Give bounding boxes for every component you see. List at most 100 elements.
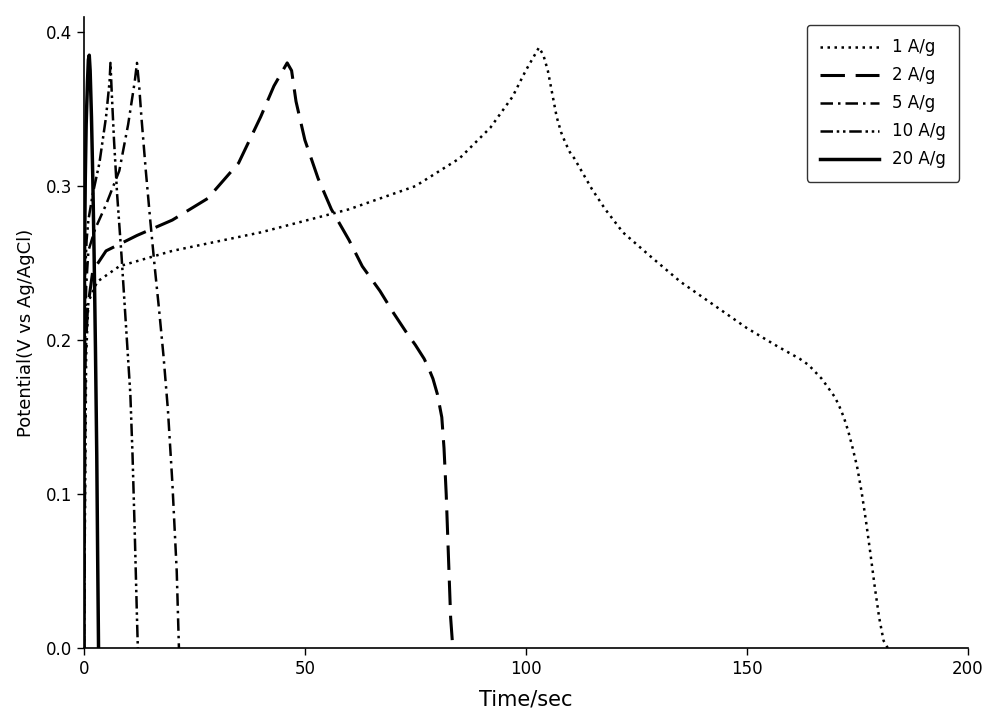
10 A/g xyxy=(131,613,143,622)
10 A/g xyxy=(78,351,90,360)
1 A/g xyxy=(559,139,571,147)
5 A/g xyxy=(157,351,169,360)
10 A/g xyxy=(100,113,112,121)
Line: 20 A/g: 20 A/g xyxy=(84,55,99,648)
20 A/g xyxy=(82,55,94,64)
20 A/g xyxy=(84,66,96,75)
20 A/g xyxy=(79,174,91,183)
Line: 10 A/g: 10 A/g xyxy=(84,63,138,648)
5 A/g xyxy=(89,225,101,234)
5 A/g xyxy=(140,166,152,175)
Line: 5 A/g: 5 A/g xyxy=(84,63,179,648)
5 A/g xyxy=(100,200,112,209)
5 A/g xyxy=(122,121,134,129)
10 A/g xyxy=(104,59,116,68)
Y-axis label: Potential(V vs Ag/AgCl): Potential(V vs Ag/AgCl) xyxy=(17,229,35,436)
2 A/g xyxy=(427,375,439,383)
2 A/g xyxy=(442,552,454,560)
5 A/g xyxy=(144,216,156,224)
10 A/g xyxy=(93,159,105,168)
2 A/g xyxy=(290,97,302,106)
2 A/g xyxy=(87,266,99,275)
2 A/g xyxy=(299,136,311,144)
10 A/g xyxy=(108,136,120,144)
20 A/g xyxy=(85,113,97,121)
2 A/g xyxy=(356,262,368,271)
2 A/g xyxy=(202,194,214,203)
1 A/g xyxy=(533,43,545,52)
2 A/g xyxy=(255,113,267,121)
10 A/g xyxy=(78,644,90,653)
10 A/g xyxy=(104,77,116,86)
20 A/g xyxy=(83,51,95,60)
20 A/g xyxy=(87,174,99,183)
X-axis label: Time/sec: Time/sec xyxy=(479,689,572,709)
10 A/g xyxy=(111,189,123,198)
10 A/g xyxy=(87,189,99,198)
20 A/g xyxy=(91,452,103,460)
5 A/g xyxy=(135,113,147,121)
10 A/g xyxy=(116,251,128,260)
5 A/g xyxy=(78,644,90,653)
2 A/g xyxy=(445,613,457,622)
20 A/g xyxy=(78,351,90,360)
Legend: 1 A/g, 2 A/g, 5 A/g, 10 A/g, 20 A/g: 1 A/g, 2 A/g, 5 A/g, 10 A/g, 20 A/g xyxy=(807,25,959,182)
1 A/g xyxy=(794,354,806,363)
1 A/g xyxy=(882,644,894,653)
20 A/g xyxy=(81,77,93,86)
20 A/g xyxy=(80,121,92,129)
2 A/g xyxy=(343,236,355,245)
10 A/g xyxy=(82,216,94,224)
1 A/g xyxy=(869,582,881,591)
20 A/g xyxy=(88,251,100,260)
5 A/g xyxy=(153,305,165,314)
5 A/g xyxy=(80,282,92,290)
2 A/g xyxy=(418,354,430,363)
5 A/g xyxy=(129,77,141,86)
2 A/g xyxy=(78,644,90,653)
2 A/g xyxy=(268,81,280,90)
2 A/g xyxy=(440,490,452,499)
2 A/g xyxy=(438,444,450,452)
1 A/g xyxy=(78,644,90,653)
2 A/g xyxy=(81,305,93,314)
2 A/g xyxy=(431,390,443,399)
2 A/g xyxy=(374,287,386,295)
10 A/g xyxy=(129,529,141,537)
20 A/g xyxy=(79,243,91,252)
2 A/g xyxy=(423,364,435,372)
1 A/g xyxy=(599,205,611,213)
5 A/g xyxy=(171,567,183,576)
5 A/g xyxy=(162,405,174,414)
5 A/g xyxy=(113,166,125,175)
20 A/g xyxy=(78,644,90,653)
2 A/g xyxy=(387,308,399,317)
2 A/g xyxy=(233,159,245,168)
10 A/g xyxy=(124,390,136,399)
Line: 1 A/g: 1 A/g xyxy=(84,47,888,648)
2 A/g xyxy=(131,231,143,240)
10 A/g xyxy=(79,266,91,275)
5 A/g xyxy=(79,351,91,360)
2 A/g xyxy=(100,247,112,256)
1 A/g xyxy=(113,262,125,271)
10 A/g xyxy=(106,89,118,98)
5 A/g xyxy=(133,81,145,90)
10 A/g xyxy=(81,236,93,245)
2 A/g xyxy=(325,205,337,213)
20 A/g xyxy=(93,644,105,653)
20 A/g xyxy=(92,552,104,560)
Line: 2 A/g: 2 A/g xyxy=(84,63,453,648)
20 A/g xyxy=(89,343,101,352)
2 A/g xyxy=(277,66,289,75)
5 A/g xyxy=(82,247,94,256)
2 A/g xyxy=(286,66,298,75)
10 A/g xyxy=(132,644,144,653)
2 A/g xyxy=(281,59,293,68)
1 A/g xyxy=(807,365,819,374)
5 A/g xyxy=(166,478,178,486)
2 A/g xyxy=(166,216,178,224)
2 A/g xyxy=(409,340,421,349)
2 A/g xyxy=(447,644,459,653)
2 A/g xyxy=(312,174,324,183)
